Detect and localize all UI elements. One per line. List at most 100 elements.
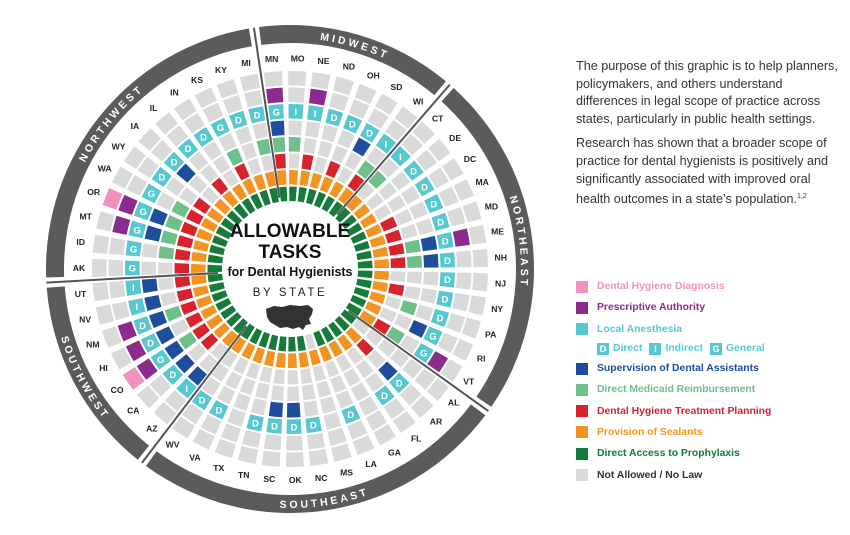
cell-va-prophylaxis	[249, 328, 263, 345]
cell-mo-local-anesthesia	[288, 104, 304, 120]
region-divider-line	[252, 27, 281, 198]
anesthesia-letter-box: I	[649, 342, 662, 355]
cell-wy-sealants	[206, 207, 224, 223]
cell-az-treatment	[210, 342, 228, 360]
state-label-la: LA	[365, 459, 376, 469]
cell-wv-local-anesthesia	[191, 390, 212, 411]
task-legend: Dental Hygiene Diagnosis Prescriptive Aut…	[576, 276, 838, 486]
cell-ne-local-anesthesia	[307, 105, 324, 122]
cell-nm-local-anesthesia	[133, 316, 152, 335]
region-band-northeast	[441, 87, 535, 407]
cell-md-prescriptive	[446, 207, 466, 227]
cell-ky-sealants	[253, 174, 267, 191]
cell-la-prescriptive	[347, 420, 368, 440]
cell-or-medicaid	[165, 215, 183, 231]
cell-de-sealants	[353, 203, 371, 220]
cell-ky-diagnosis	[216, 79, 239, 99]
cell-mi-supervision	[252, 122, 269, 140]
cell-ms-local-anesthesia	[323, 411, 342, 430]
description-paragraph-1: The purpose of this graphic is to help p…	[576, 59, 838, 126]
cell-hi-prophylaxis	[215, 298, 232, 311]
cell-ut-sealants	[191, 275, 207, 286]
cell-vt-treatment	[373, 318, 391, 335]
legend-swatch	[576, 383, 588, 396]
cell-ne-supervision	[305, 121, 321, 138]
anesthesia-letter-pa: D	[437, 313, 444, 324]
legend-item-sealants: Provision of Sealants	[576, 422, 838, 443]
state-sector-in: D	[174, 98, 256, 214]
cell-ar-treatment	[356, 338, 374, 356]
cell-md-sealants	[369, 235, 386, 248]
anesthesia-letter-mn: G	[273, 107, 280, 118]
anesthesia-subtype-direct: D Direct	[597, 342, 642, 355]
anesthesia-letter-oh: D	[349, 120, 356, 131]
cell-ma-local-anesthesia	[424, 194, 444, 214]
state-sector-ks: G	[194, 87, 263, 210]
cell-ct-treatment	[357, 182, 375, 201]
cell-ga-diagnosis	[373, 424, 396, 446]
cell-nh-diagnosis	[472, 248, 488, 268]
cell-oh-treatment	[325, 160, 341, 179]
cell-id-supervision	[142, 243, 159, 258]
cell-nv-local-anesthesia	[128, 298, 146, 316]
cell-mn-prophylaxis	[279, 186, 288, 202]
cell-in-sealants	[232, 183, 248, 201]
state-label-pa: PA	[485, 329, 496, 339]
cell-fl-supervision	[365, 372, 385, 392]
cell-ms-medicaid	[316, 380, 332, 398]
cell-ca-diagnosis	[137, 385, 160, 409]
cell-ut-medicaid	[158, 277, 175, 291]
cell-ks-diagnosis	[194, 87, 217, 109]
cell-id-medicaid	[158, 246, 175, 260]
cell-ne-sealants	[299, 170, 311, 187]
region-label-southwest: SOUTHWEST	[58, 335, 112, 422]
anesthesia-letter-or: G	[140, 207, 147, 218]
cell-al-prophylaxis	[340, 309, 357, 324]
cell-nj-local-anesthesia	[439, 272, 455, 288]
cell-ny-prophylaxis	[356, 278, 372, 289]
cell-al-diagnosis	[426, 378, 450, 401]
cell-sd-prescriptive	[367, 108, 389, 129]
legend-label: Dental Hygiene Diagnosis	[597, 281, 725, 293]
state-label-hi: HI	[99, 363, 108, 373]
cell-or-prophylaxis	[211, 235, 228, 248]
cell-ar-local-anesthesia	[389, 372, 410, 394]
cell-mt-prophylaxis	[209, 244, 225, 256]
cell-vt-sealants	[359, 310, 377, 326]
cell-ri-prescriptive	[437, 332, 458, 354]
cell-ar-medicaid	[367, 350, 386, 369]
state-label-nh: NH	[494, 252, 506, 262]
cell-ks-prophylaxis	[250, 193, 263, 210]
cell-pa-sealants	[369, 291, 386, 304]
cell-tx-medicaid	[239, 377, 256, 396]
cell-ma-treatment	[379, 216, 398, 232]
cell-oh-supervision	[337, 130, 355, 149]
cell-la-sealants	[318, 345, 333, 363]
cell-ca-supervision	[175, 354, 195, 374]
cell-sc-supervision	[268, 401, 284, 418]
state-label-ny: NY	[491, 304, 503, 314]
anesthesia-letter-mo: I	[294, 107, 297, 118]
anesthesia-letter-nd: D	[331, 113, 338, 124]
cell-or-treatment	[180, 221, 198, 237]
cell-ga-medicaid	[343, 368, 361, 387]
cell-ri-sealants	[364, 301, 382, 315]
cell-il-medicaid	[200, 164, 219, 183]
cell-ga-treatment	[335, 354, 352, 372]
anesthesia-letter-ca: D	[169, 370, 176, 381]
state-sector-pa: D	[353, 286, 481, 339]
cell-nc-sealants	[298, 351, 310, 368]
state-sector-mi: D	[239, 73, 279, 204]
cell-ks-prescriptive	[202, 102, 224, 123]
cell-me-prescriptive	[452, 228, 470, 247]
cell-nj-treatment	[390, 271, 406, 283]
state-sector-md: D	[353, 201, 482, 252]
cell-ky-medicaid	[241, 142, 257, 160]
region-dividers	[46, 27, 489, 464]
state-sector-ut: I	[92, 273, 223, 302]
state-label-nm: NM	[86, 339, 99, 349]
cell-nd-sealants	[309, 172, 322, 190]
cell-ut-prophylaxis	[207, 273, 223, 283]
anesthesia-letter-tn: D	[252, 419, 259, 430]
